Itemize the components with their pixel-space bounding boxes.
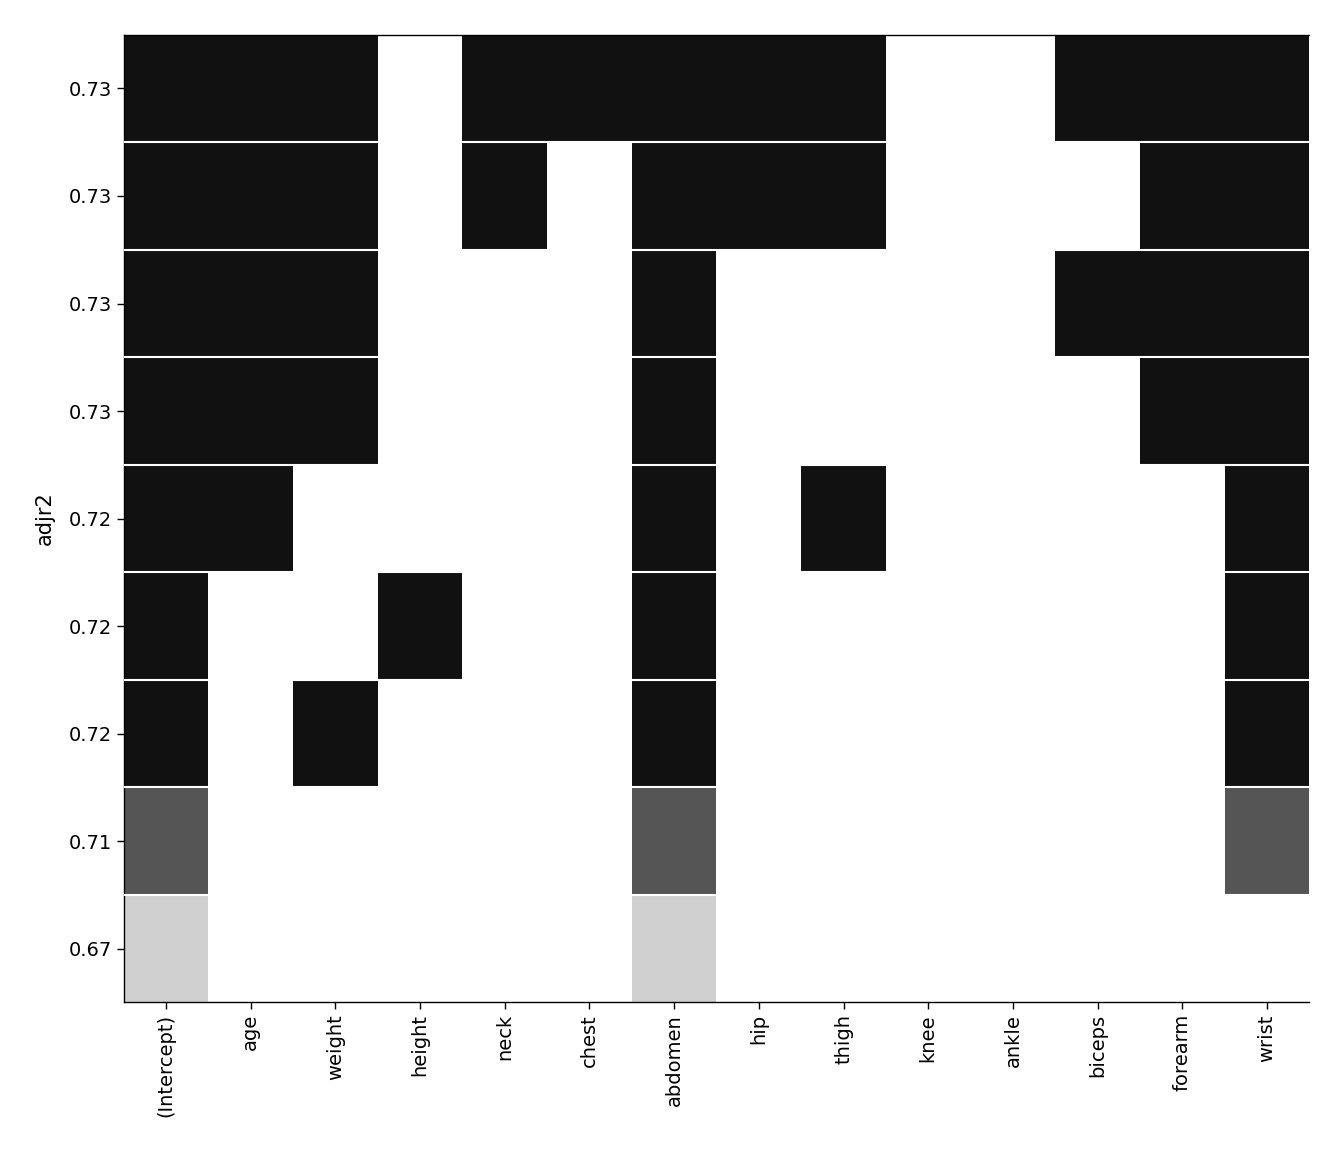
Bar [462,35,547,142]
Bar [208,35,293,142]
Bar [1224,680,1309,787]
Bar [632,464,716,573]
Bar [632,142,716,250]
Bar [293,142,378,250]
Bar [124,680,208,787]
Y-axis label: adjr2: adjr2 [35,492,55,545]
Bar [632,787,716,895]
Bar [716,142,801,250]
Bar [632,573,716,680]
Bar [716,35,801,142]
Bar [293,680,378,787]
Bar [801,35,886,142]
Bar [124,573,208,680]
Bar [801,464,886,573]
Bar [1224,464,1309,573]
Bar [1224,142,1309,250]
Bar [1140,250,1224,357]
Bar [124,787,208,895]
Bar [1140,142,1224,250]
Bar [293,357,378,464]
Bar [124,357,208,464]
Bar [1055,250,1140,357]
Bar [208,142,293,250]
Bar [208,250,293,357]
Bar [1224,357,1309,464]
Bar [801,142,886,250]
Bar [1224,250,1309,357]
Bar [293,35,378,142]
Bar [124,895,208,1002]
Bar [124,464,208,573]
Bar [124,142,208,250]
Bar [632,680,716,787]
Bar [1140,357,1224,464]
Bar [1224,573,1309,680]
Bar [1224,787,1309,895]
Bar [547,35,632,142]
Bar [378,573,462,680]
Bar [462,142,547,250]
Bar [124,250,208,357]
Bar [632,895,716,1002]
Bar [208,464,293,573]
Bar [124,35,208,142]
Bar [1224,35,1309,142]
Bar [632,35,716,142]
Bar [632,250,716,357]
Bar [208,357,293,464]
Bar [1055,35,1140,142]
Bar [293,250,378,357]
Bar [1140,35,1224,142]
Bar [632,357,716,464]
